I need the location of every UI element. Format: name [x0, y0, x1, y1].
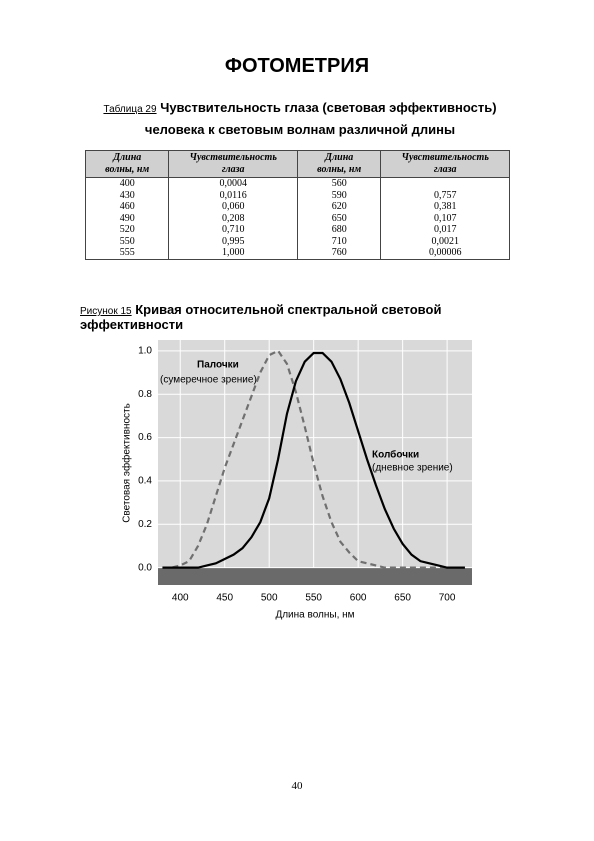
- caption-label: Рисунок 15: [80, 306, 132, 317]
- x-axis-label: Длина волны, нм: [275, 610, 354, 621]
- table-cell: 0,710: [168, 224, 298, 236]
- table-cell: 0,107: [380, 212, 510, 224]
- table-cell: 1,000: [168, 247, 298, 260]
- x-tick-label: 400: [172, 593, 189, 604]
- table-row: 430 0,0116 590 0,757: [84, 189, 510, 201]
- header-cell: Длина волны, нм: [296, 150, 382, 178]
- caption-text: Кривая относительной спектральной светов…: [80, 302, 442, 332]
- header-cell: Чувствительность глаза: [168, 150, 298, 178]
- series-line: [162, 351, 465, 569]
- table-cell: 400: [84, 177, 170, 190]
- y-tick-label: 0.6: [138, 432, 152, 443]
- y-tick-label: 0.8: [138, 389, 152, 400]
- plot-background: [158, 340, 472, 585]
- table-cell: 460: [84, 201, 170, 213]
- table-cell: 590: [296, 189, 382, 201]
- figure-caption: Рисунок 15 Кривая относительной спектрал…: [80, 302, 530, 332]
- annotation: (дневное зрение): [372, 463, 453, 474]
- table-cell: 760: [296, 247, 382, 260]
- table-cell: 0,0116: [168, 189, 298, 201]
- table-cell: 0,0021: [380, 235, 510, 247]
- table-cell: 490: [84, 212, 170, 224]
- table-cell: 710: [296, 235, 382, 247]
- table-cell: 0,208: [168, 212, 298, 224]
- caption-label: Таблица 29: [103, 104, 157, 115]
- table-row: 460 0,060 620 0,381: [84, 201, 510, 213]
- table-cell: 0,381: [380, 201, 510, 213]
- table-cell: 620: [296, 201, 382, 213]
- table-caption: Таблица 29 Чувствительность глаза (свето…: [80, 98, 520, 140]
- table-cell: 520: [84, 224, 170, 236]
- table-row: 490 0,208 650 0,107: [84, 212, 510, 224]
- y-tick-label: 0.0: [138, 562, 152, 573]
- page-number: 40: [291, 780, 303, 792]
- x-tick-label: 700: [439, 593, 456, 604]
- series-line: [162, 349, 465, 569]
- table-cell: 0,060: [168, 201, 298, 213]
- x-tick-label: 450: [216, 593, 233, 604]
- table-row: 550 0,995 710 0,0021: [84, 235, 510, 247]
- table-row: 520 0,710 680 0,017: [84, 224, 510, 236]
- annotation: (сумеречное зрение): [160, 375, 257, 386]
- table-cell: 0,00006: [380, 247, 510, 260]
- x-tick-label: 550: [305, 593, 322, 604]
- x-tick-label: 650: [394, 593, 411, 604]
- table-cell: [380, 177, 510, 190]
- header-cell: Чувствительность глаза: [380, 150, 510, 178]
- data-table: Длина волны, нм Чувствительность глаза Дли…: [84, 150, 510, 260]
- table-row: 400 0,0004 560: [84, 177, 510, 190]
- baseline-band: [158, 567, 472, 585]
- table-cell: 430: [84, 189, 170, 201]
- x-tick-label: 500: [261, 593, 278, 604]
- page-title: ФОТОМЕТРИЯ: [224, 55, 370, 77]
- header-cell: Длина волны, нм: [84, 150, 170, 178]
- table-cell: 0,017: [380, 224, 510, 236]
- y-tick-label: 1.0: [138, 345, 152, 356]
- table-cell: 0,995: [168, 235, 298, 247]
- series-label: Колбочки: [372, 449, 419, 461]
- y-tick-label: 0.4: [138, 476, 152, 487]
- chart: Световая эффективность Длина волны, нм 0…: [121, 340, 472, 621]
- caption-text: Чувствительность глаза (световая эффекти…: [144, 100, 497, 137]
- series-label: Палочки: [197, 360, 239, 371]
- table-cell: 560: [296, 177, 382, 190]
- y-axis-label: Световая эффективность: [121, 403, 133, 523]
- x-tick-label: 600: [350, 593, 367, 604]
- table-cell: 650: [296, 212, 382, 224]
- table-cell: 550: [84, 235, 170, 247]
- table-cell: 680: [296, 224, 382, 236]
- table-cell: 0,757: [380, 189, 510, 201]
- table-cell: 0,0004: [168, 177, 298, 190]
- y-tick-label: 0.2: [138, 519, 152, 530]
- table-row: 555 1,000 760 0,00006: [84, 247, 510, 260]
- table-cell: 555: [84, 247, 170, 260]
